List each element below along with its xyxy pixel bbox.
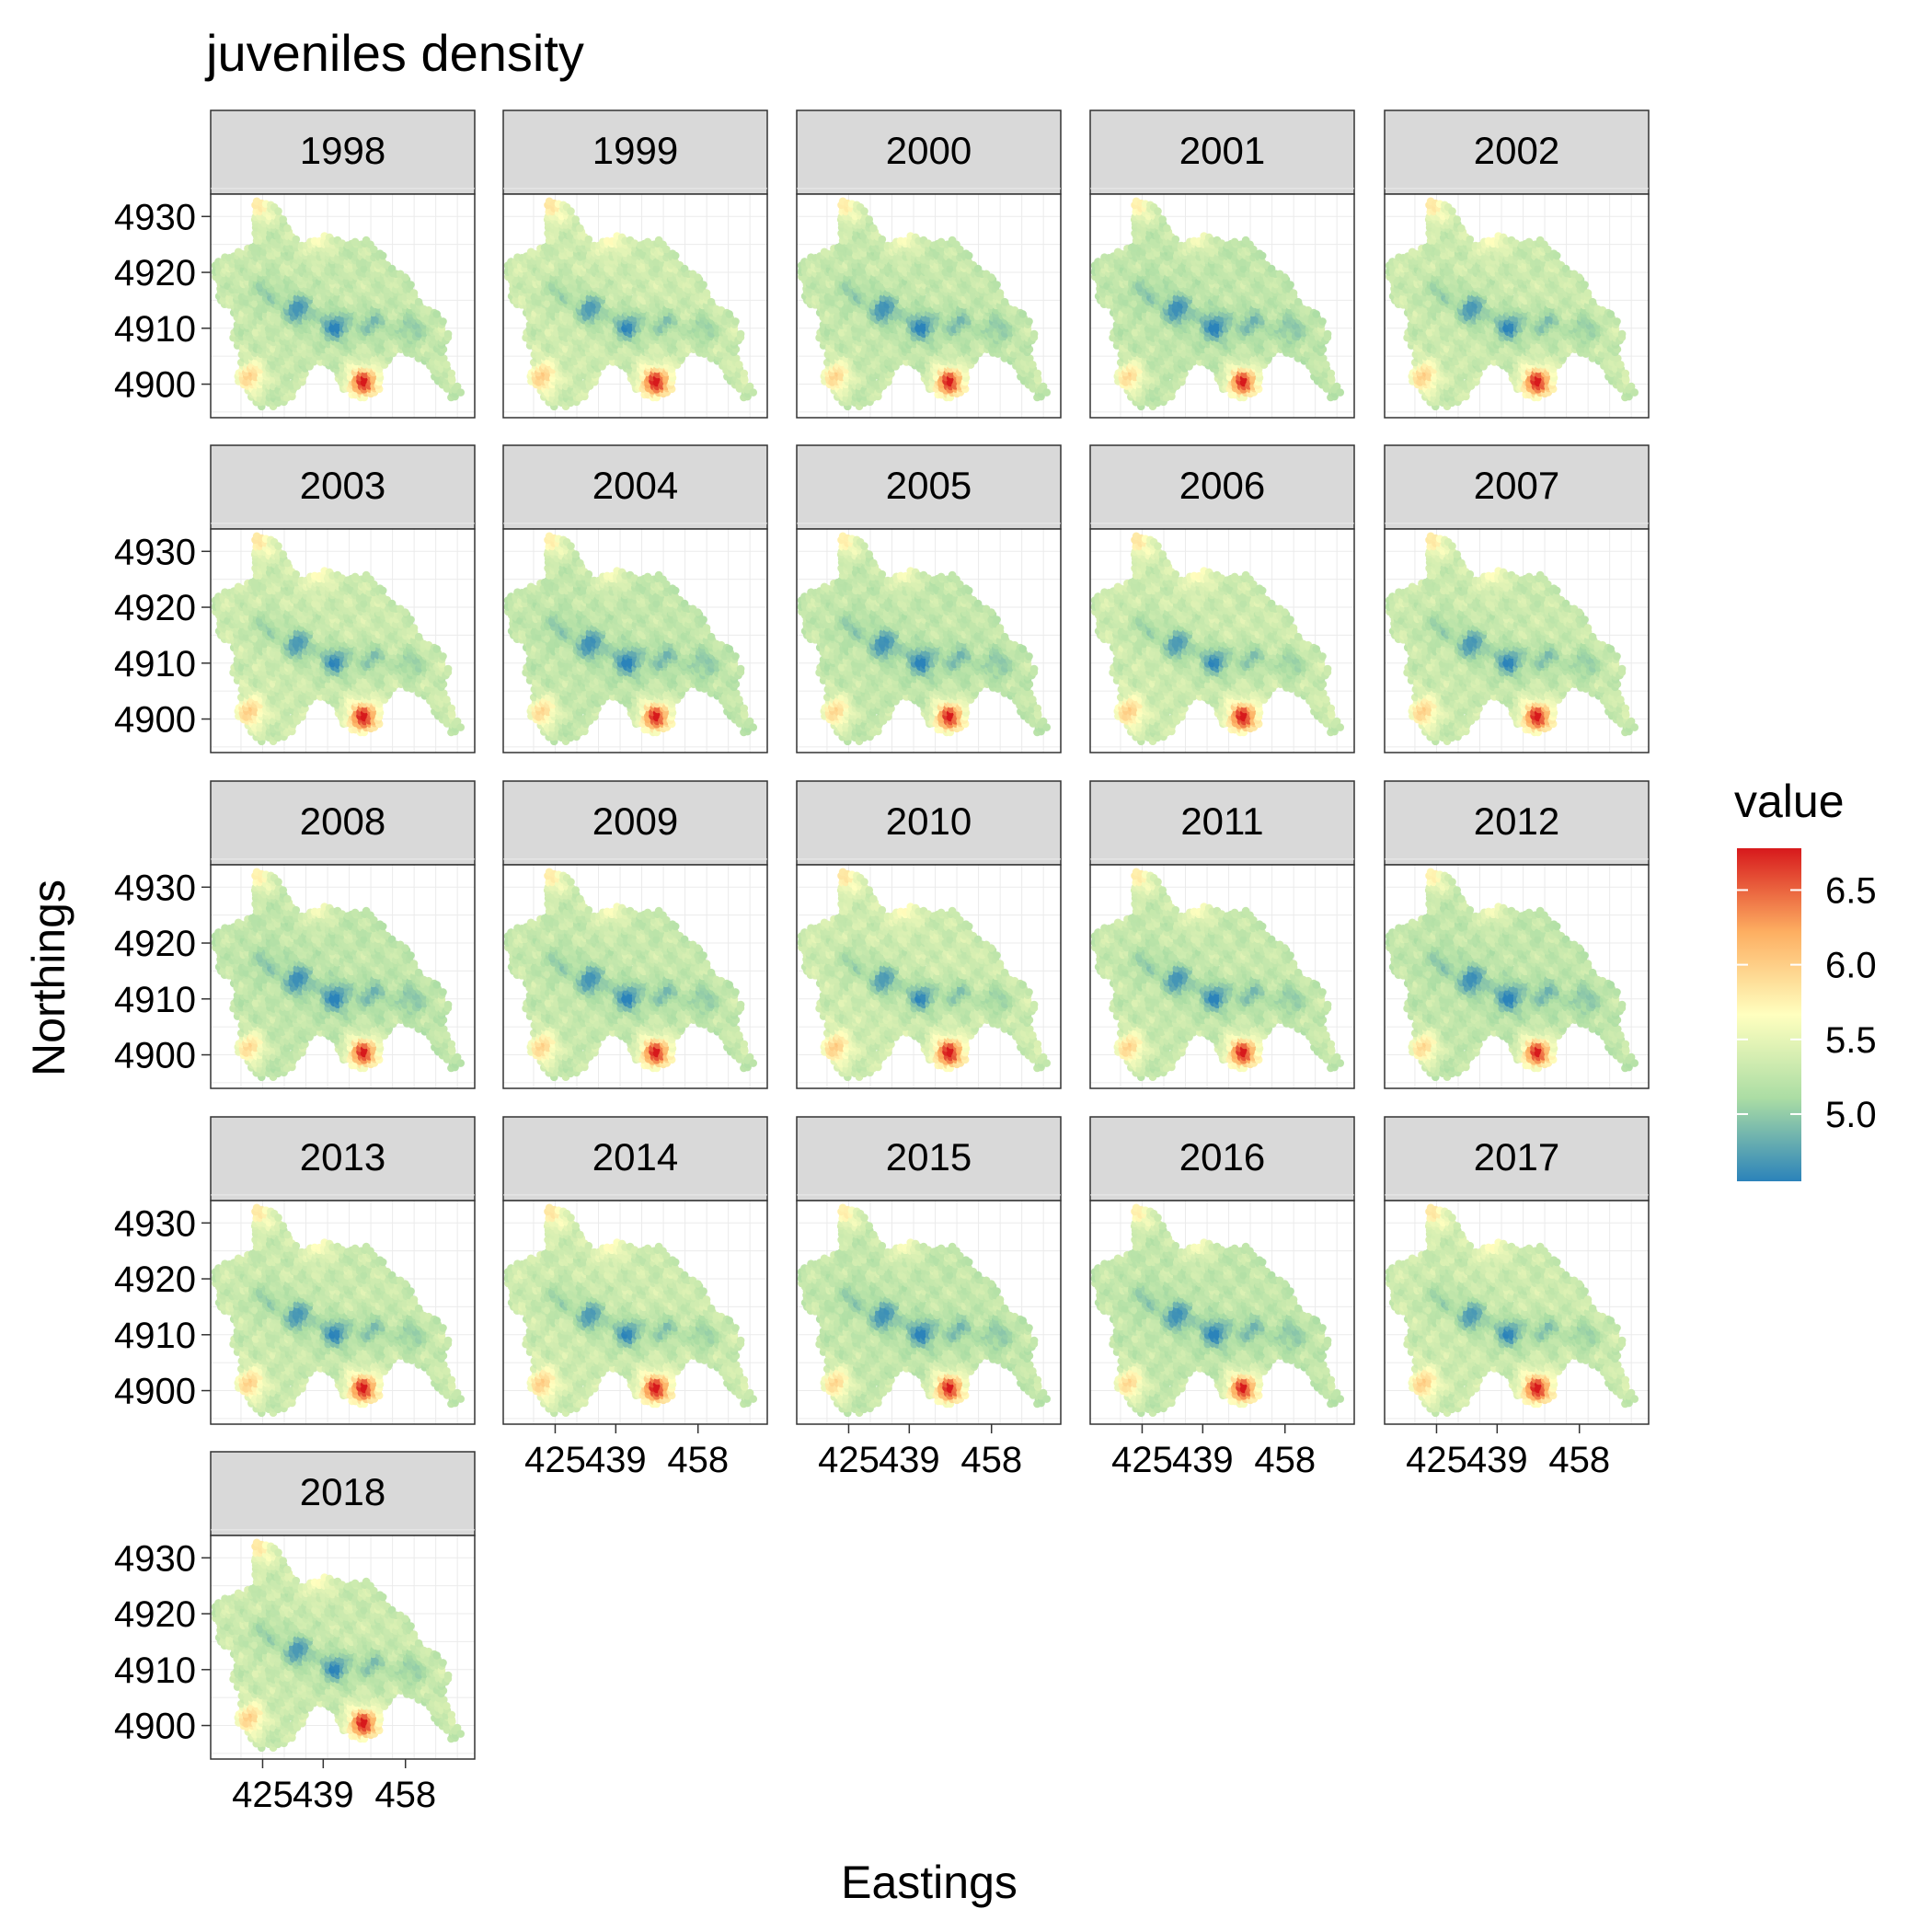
y-tick-label: 4900 (114, 365, 196, 406)
density-point (293, 236, 301, 244)
density-point (731, 317, 740, 326)
density-point (694, 273, 702, 282)
facet-label: 2000 (886, 129, 972, 172)
density-point (707, 298, 716, 306)
density-point (279, 215, 287, 224)
facet-panel: 1998 4900 4910 4920 4930 (114, 110, 475, 418)
density-point (443, 361, 451, 369)
density-point (703, 289, 711, 297)
y-tick-label: 4920 (114, 253, 196, 293)
density-point (444, 330, 453, 339)
density-point (571, 215, 580, 224)
density-point (585, 236, 593, 244)
density-point (283, 224, 292, 233)
density-point (741, 370, 749, 378)
facet-panel: 2000 (797, 110, 1061, 418)
density-point (456, 388, 465, 397)
density-point (407, 281, 415, 289)
density-point (448, 370, 456, 378)
density-point (699, 281, 707, 289)
density-point (737, 330, 745, 339)
density-point (432, 310, 441, 318)
y-tick-label: 4910 (114, 309, 196, 350)
density-point (860, 207, 868, 215)
facet-panel: 1999 (503, 110, 767, 418)
density-point (379, 252, 387, 260)
density-point (439, 317, 447, 326)
density-point (401, 273, 409, 282)
density-point (735, 361, 743, 369)
density-point (567, 207, 575, 215)
density-point (576, 224, 584, 233)
density-point (672, 252, 680, 260)
chart-title: juveniles density (204, 24, 584, 82)
density-point (725, 310, 733, 318)
density-point (749, 388, 757, 397)
density-point (415, 298, 423, 306)
facet-label: 1998 (300, 129, 385, 172)
y-tick-label: 4930 (114, 197, 196, 237)
facet-label: 1999 (592, 129, 678, 172)
density-point (274, 207, 282, 215)
density-point (410, 289, 419, 297)
